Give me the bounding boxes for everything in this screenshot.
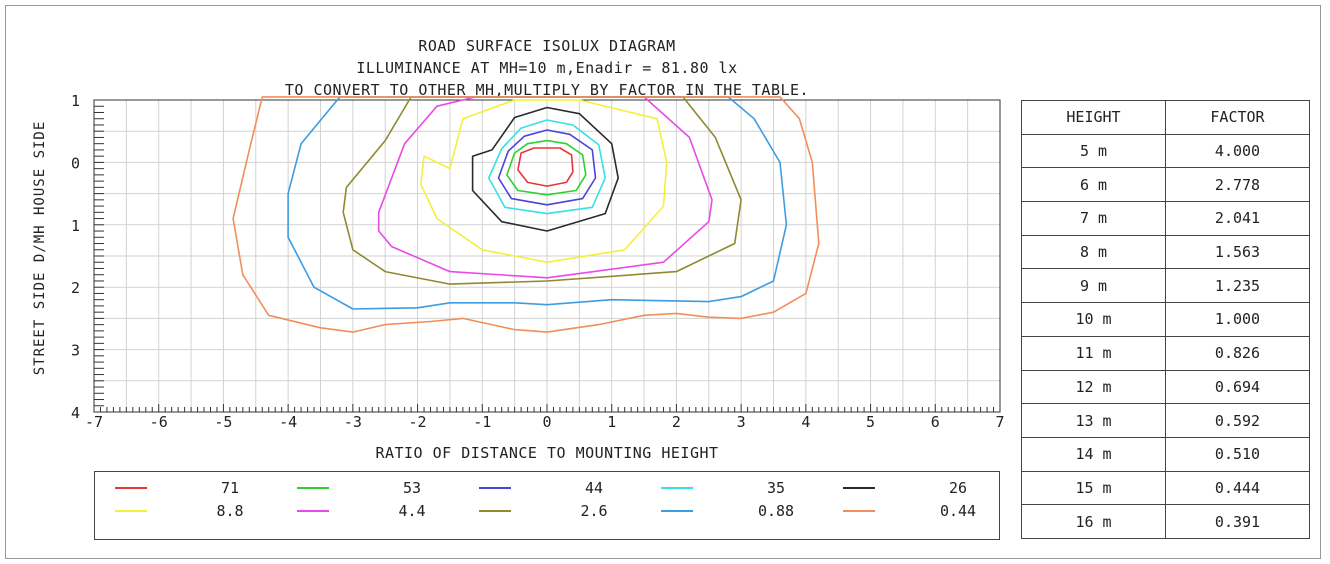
legend-swatch <box>297 510 329 512</box>
isolux-contour <box>287 96 788 310</box>
isolux-contour <box>487 119 607 215</box>
diagram-frame <box>5 5 1321 559</box>
legend-value: 0.88 <box>757 502 795 520</box>
table-row: 7 m 2.041 <box>1021 201 1310 236</box>
x-tick-label: 3 <box>737 413 746 431</box>
y-tick-label: 2 <box>71 279 80 297</box>
height-cell: 14 m <box>1021 436 1166 472</box>
factor-table: HEIGHT FACTOR 5 m 4.000 6 m 2.778 7 m 2.041 8 … <box>1021 100 1310 539</box>
legend-value: 8.8 <box>216 502 244 520</box>
height-cell: 6 m <box>1021 167 1166 203</box>
table-row: 5 m 4.000 <box>1021 133 1310 169</box>
table-row: 15 m 0.444 <box>1021 470 1310 506</box>
table-row: 8 m 1.563 <box>1021 234 1310 270</box>
x-tick-label: -2 <box>409 413 427 431</box>
legend-swatch <box>115 510 147 512</box>
x-axis-label: RATIO OF DISTANCE TO MOUNTING HEIGHT <box>375 444 719 462</box>
y-tick-label: 1 <box>71 217 80 235</box>
factor-cell: 0.391 <box>1165 504 1310 539</box>
height-cell: 9 m <box>1021 268 1166 304</box>
legend-swatch <box>661 510 693 512</box>
header-height: HEIGHT <box>1021 100 1166 135</box>
legend-value: 26 <box>948 479 968 497</box>
isolux-contour <box>377 96 713 279</box>
x-tick-label: 1 <box>607 413 616 431</box>
x-tick-label: 2 <box>672 413 681 431</box>
table-row: 13 m 0.592 <box>1021 403 1310 438</box>
factor-cell: 0.694 <box>1165 369 1310 405</box>
isolux-contour <box>497 129 597 206</box>
isolux-contour <box>419 99 668 264</box>
x-tick-label: -1 <box>473 413 491 431</box>
table-row: 11 m 0.826 <box>1021 335 1310 371</box>
x-tick-label: 4 <box>801 413 810 431</box>
table-row: 14 m 0.510 <box>1021 436 1310 472</box>
legend-swatch <box>843 487 875 489</box>
factor-table-header: HEIGHT FACTOR <box>1021 100 1310 135</box>
y-tick-label: 0 <box>71 154 80 172</box>
table-row: 10 m 1.000 <box>1021 302 1310 337</box>
isolux-contour <box>517 147 574 187</box>
y-tick-label: 3 <box>71 342 80 360</box>
factor-cell: 2.778 <box>1165 167 1310 203</box>
isolux-contour <box>232 96 820 333</box>
chart-subtitle: ILLUMINANCE AT MH=10 m,Enadir = 81.80 lx <box>356 59 738 77</box>
factor-cell: 0.444 <box>1165 470 1310 506</box>
isolux-contour <box>506 139 587 196</box>
legend-swatch <box>479 510 511 512</box>
height-cell: 8 m <box>1021 234 1166 270</box>
height-cell: 11 m <box>1021 335 1166 371</box>
y-tick-label: 1 <box>71 92 80 110</box>
x-tick-label: -6 <box>150 413 168 431</box>
factor-cell: 4.000 <box>1165 133 1310 169</box>
legend-swatch <box>843 510 875 512</box>
legend-value: 53 <box>402 479 422 497</box>
legend-swatch <box>115 487 147 489</box>
legend-swatch <box>661 487 693 489</box>
height-cell: 7 m <box>1021 201 1166 236</box>
legend-value: 2.6 <box>580 502 608 520</box>
height-cell: 15 m <box>1021 470 1166 506</box>
height-cell: 5 m <box>1021 133 1166 169</box>
isolux-contour <box>471 106 620 232</box>
height-cell: 16 m <box>1021 504 1166 539</box>
height-cell: 13 m <box>1021 403 1166 438</box>
legend-swatch <box>297 487 329 489</box>
factor-cell: 1.563 <box>1165 234 1310 270</box>
legend-value: 44 <box>584 479 604 497</box>
height-cell: 10 m <box>1021 302 1166 337</box>
factor-cell: 0.510 <box>1165 436 1310 472</box>
x-tick-label: 6 <box>931 413 940 431</box>
legend-value: 0.44 <box>939 502 977 520</box>
y-tick-label: 4 <box>71 404 80 422</box>
table-row: 6 m 2.778 <box>1021 167 1310 203</box>
chart-note: TO CONVERT TO OTHER MH,MULTIPLY BY FACTO… <box>284 81 810 99</box>
table-row: 9 m 1.235 <box>1021 268 1310 304</box>
legend-swatch <box>479 487 511 489</box>
x-tick-label: -7 <box>85 413 103 431</box>
x-tick-label: 7 <box>995 413 1004 431</box>
x-tick-label: -4 <box>279 413 297 431</box>
legend-value: 4.4 <box>398 502 426 520</box>
x-tick-label: 5 <box>866 413 875 431</box>
header-factor: FACTOR <box>1165 100 1310 135</box>
legend-value: 71 <box>220 479 240 497</box>
x-tick-label: -3 <box>344 413 362 431</box>
height-cell: 12 m <box>1021 369 1166 405</box>
table-row: 16 m 0.391 <box>1021 504 1310 539</box>
chart-title: ROAD SURFACE ISOLUX DIAGRAM <box>418 37 676 55</box>
factor-cell: 1.235 <box>1165 268 1310 304</box>
legend-value: 35 <box>766 479 786 497</box>
x-tick-label: -5 <box>214 413 232 431</box>
legend: 71 53 44 35 26 8.8 4.4 2.6 0.88 0.44 <box>94 471 1000 540</box>
x-tick-label: 0 <box>542 413 551 431</box>
factor-cell: 0.592 <box>1165 403 1310 438</box>
factor-cell: 0.826 <box>1165 335 1310 371</box>
factor-cell: 2.041 <box>1165 201 1310 236</box>
table-row: 12 m 0.694 <box>1021 369 1310 405</box>
factor-cell: 1.000 <box>1165 302 1310 337</box>
